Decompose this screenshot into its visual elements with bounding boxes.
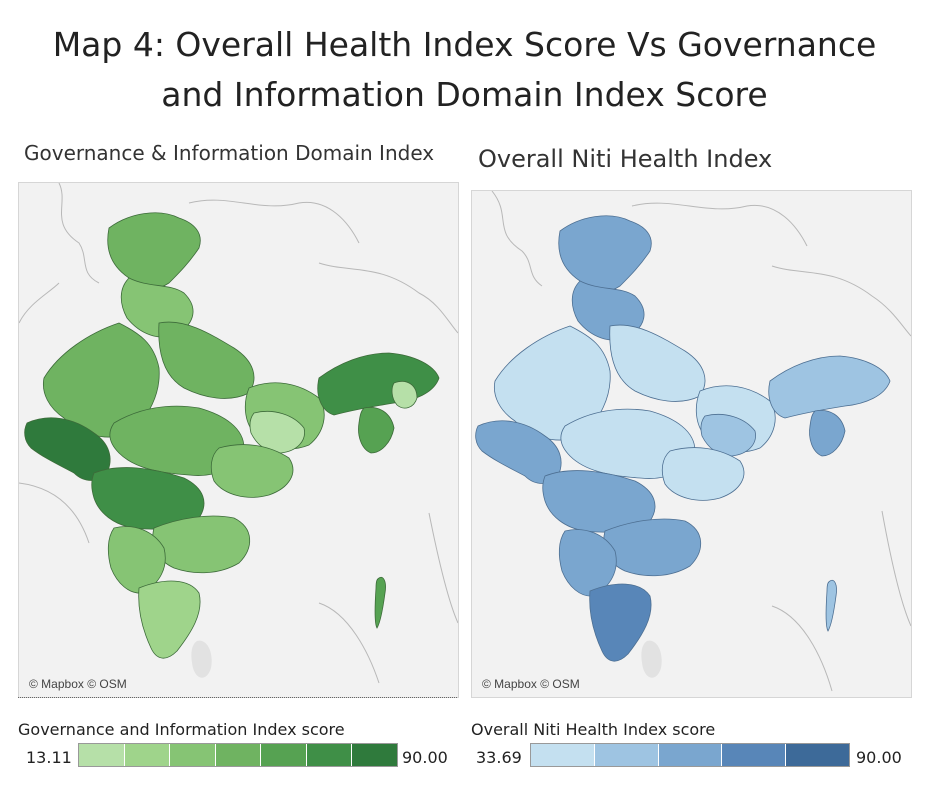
state-uttar-pradesh[interactable] bbox=[158, 321, 255, 399]
governance-map-canvas bbox=[19, 183, 458, 684]
andaman-islands[interactable] bbox=[374, 576, 386, 629]
country-borders bbox=[19, 183, 458, 684]
health-index-map[interactable]: © Mapbox © OSM bbox=[471, 190, 912, 698]
india-states bbox=[475, 215, 891, 662]
page-title-line-1: Map 4: Overall Health Index Score Vs Gov… bbox=[52, 25, 877, 64]
divider bbox=[18, 697, 457, 698]
country-borders bbox=[491, 191, 911, 692]
state-nagaland[interactable] bbox=[391, 381, 418, 409]
governance-legend-swatch-4 bbox=[215, 744, 262, 766]
state-rajasthan[interactable] bbox=[42, 322, 160, 438]
health-legend-swatch-2 bbox=[594, 744, 659, 766]
state-telangana-ap[interactable] bbox=[152, 515, 251, 574]
left-legend-title: Governance and Information Index score bbox=[18, 720, 345, 739]
state-chhattisgarh-odisha[interactable] bbox=[661, 447, 745, 501]
state-northeast-south[interactable] bbox=[358, 406, 395, 454]
state-uttar-pradesh[interactable] bbox=[609, 324, 706, 402]
left-legend-min: 13.11 bbox=[26, 748, 72, 767]
map-attribution: © Mapbox © OSM bbox=[482, 677, 580, 691]
health-legend-swatch-5 bbox=[786, 744, 849, 766]
andaman-islands[interactable] bbox=[825, 579, 837, 632]
governance-index-map[interactable]: © Mapbox © OSM bbox=[18, 182, 459, 698]
governance-legend-swatch-2 bbox=[124, 744, 171, 766]
state-jammu-kashmir[interactable] bbox=[107, 212, 201, 289]
governance-legend-swatch-3 bbox=[170, 744, 216, 766]
india-states bbox=[24, 212, 440, 659]
state-tamil-nadu-kerala[interactable] bbox=[589, 583, 652, 662]
page-title-line-2: and Information Domain Index Score bbox=[161, 75, 768, 114]
state-northeast[interactable] bbox=[768, 355, 891, 419]
right-legend-color-ramp bbox=[530, 743, 850, 767]
state-tamil-nadu-kerala[interactable] bbox=[138, 580, 201, 659]
sri-lanka-shape bbox=[191, 640, 212, 678]
left-legend-max: 90.00 bbox=[402, 748, 448, 767]
health-legend-swatch-1 bbox=[531, 744, 595, 766]
right-legend-title: Overall Niti Health Index score bbox=[471, 720, 716, 739]
right-legend-max: 90.00 bbox=[856, 748, 902, 767]
state-northeast-south[interactable] bbox=[809, 409, 846, 457]
map-attribution: © Mapbox © OSM bbox=[29, 677, 127, 691]
state-northeast[interactable] bbox=[317, 352, 440, 416]
governance-legend-swatch-5 bbox=[261, 744, 307, 766]
health-legend-swatch-4 bbox=[722, 744, 787, 766]
health-legend-swatch-3 bbox=[658, 744, 723, 766]
governance-legend-swatch-6 bbox=[306, 744, 353, 766]
left-map-subtitle: Governance & Information Domain Index bbox=[24, 141, 435, 165]
governance-legend-swatch-7 bbox=[352, 744, 398, 766]
right-map-subtitle: Overall Niti Health Index bbox=[478, 145, 773, 173]
state-jammu-kashmir[interactable] bbox=[558, 215, 652, 292]
state-rajasthan[interactable] bbox=[493, 325, 611, 441]
health-map-canvas bbox=[475, 191, 911, 692]
sri-lanka-shape bbox=[641, 640, 662, 678]
governance-legend-swatch-1 bbox=[79, 744, 125, 766]
left-legend-color-ramp bbox=[78, 743, 398, 767]
right-legend-min: 33.69 bbox=[476, 748, 522, 767]
state-chhattisgarh-odisha[interactable] bbox=[210, 444, 294, 498]
state-telangana-ap[interactable] bbox=[603, 518, 702, 577]
